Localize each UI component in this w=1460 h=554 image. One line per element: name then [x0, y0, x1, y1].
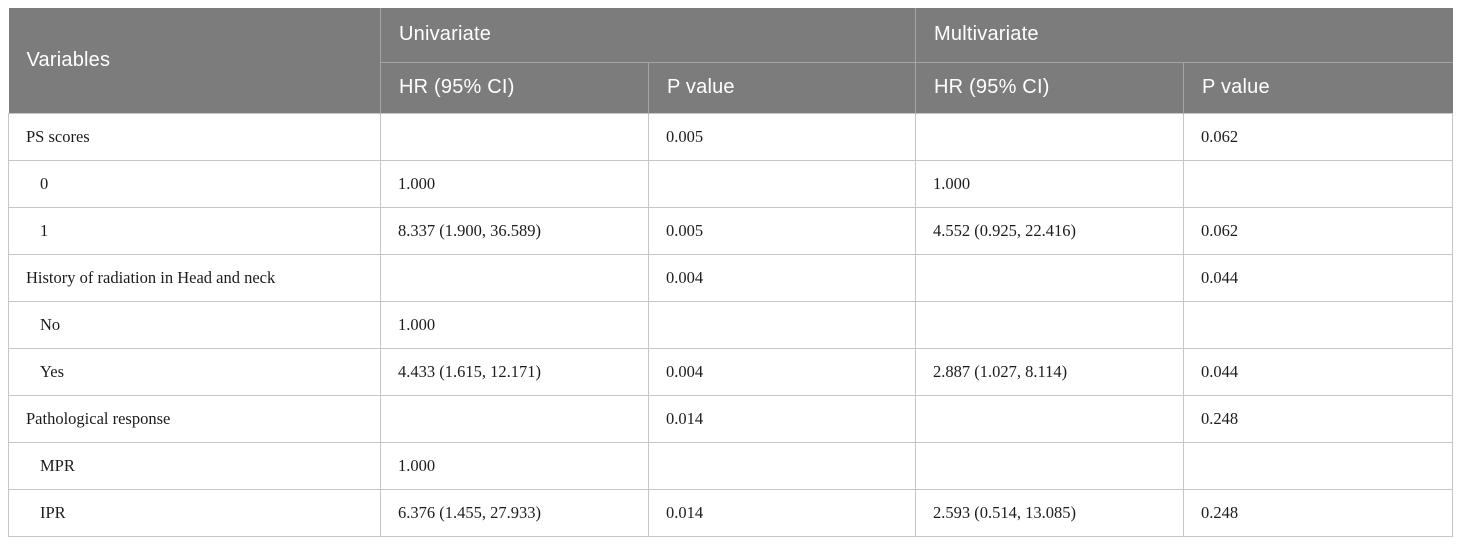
univariate-p-cell: [647, 159, 917, 208]
variable-cell: PS scores: [8, 112, 381, 161]
table-row: Pathological response 0.014 0.248: [8, 394, 1454, 443]
multivariate-hr-cell: 2.887 (1.027, 8.114): [915, 347, 1185, 396]
header-group-row: Variables Univariate Multivariate: [8, 8, 1453, 113]
table-row: PS scores 0.005 0.062: [8, 112, 1454, 161]
multivariate-hr-cell: [915, 253, 1185, 302]
multivariate-hr-cell: 1.000: [915, 159, 1185, 208]
univariate-hr-cell: 1.000: [380, 300, 649, 349]
univariate-hr-cell: 1.000: [380, 159, 649, 208]
column-header-variables: Variables: [8, 8, 381, 113]
univariate-p-cell: [647, 300, 917, 349]
variable-cell: Pathological response: [8, 394, 381, 443]
variable-cell: Yes: [8, 347, 381, 396]
univariate-hr-cell: [380, 112, 649, 161]
univariate-p-cell: 0.014: [647, 394, 917, 443]
univariate-hr-cell: 4.433 (1.615, 12.171): [380, 347, 649, 396]
multivariate-hr-cell: [915, 394, 1185, 443]
multivariate-p-cell: [1183, 441, 1454, 490]
multivariate-p-cell: [1183, 300, 1454, 349]
univariate-p-cell: 0.014: [647, 488, 917, 537]
multivariate-hr-cell: [915, 112, 1185, 161]
variable-cell: MPR: [8, 441, 381, 490]
univariate-p-cell: 0.004: [647, 253, 917, 302]
multivariate-hr-cell: 4.552 (0.925, 22.416): [915, 206, 1185, 255]
multivariate-hr-cell: [915, 300, 1185, 349]
multivariate-hr-cell: [915, 441, 1185, 490]
table-row: 1 8.337 (1.900, 36.589) 0.005 4.552 (0.925,…: [8, 206, 1454, 255]
univariate-p-cell: 0.005: [647, 112, 917, 161]
multivariate-p-cell: 0.248: [1183, 488, 1454, 537]
univariate-hr-cell: [380, 394, 649, 443]
variable-cell: 0: [8, 159, 381, 208]
univariate-p-cell: 0.004: [647, 347, 917, 396]
column-header-univariate-p: P value: [648, 62, 917, 113]
univariate-hr-cell: [380, 253, 649, 302]
table-row: No 1.000: [8, 300, 1454, 349]
multivariate-hr-cell: 2.593 (0.514, 13.085): [915, 488, 1185, 537]
univariate-p-cell: [647, 441, 917, 490]
column-header-multivariate-p: P value: [1183, 62, 1453, 113]
multivariate-p-cell: 0.044: [1183, 253, 1454, 302]
table-header: Variables Univariate Multivariate HR (95…: [8, 8, 1453, 113]
multivariate-p-cell: 0.062: [1183, 206, 1454, 255]
column-header-univariate-hr: HR (95% CI): [380, 62, 649, 113]
table-row: IPR 6.376 (1.455, 27.933) 0.014 2.593 (0.51…: [8, 488, 1454, 537]
column-group-multivariate: Multivariate: [915, 8, 1453, 63]
table-row: 0 1.000 1.000: [8, 159, 1454, 208]
column-group-univariate: Univariate: [380, 8, 917, 63]
cox-regression-table: Variables Univariate Multivariate HR (95…: [8, 8, 1454, 537]
variable-cell: IPR: [8, 488, 381, 537]
variable-cell: 1: [8, 206, 381, 255]
multivariate-p-cell: 0.044: [1183, 347, 1454, 396]
table-body: PS scores 0.005 0.062 0 1.000 1.000 1 8.337 (1.…: [8, 112, 1454, 537]
table-row: Yes 4.433 (1.615, 12.171) 0.004 2.887 (1.02…: [8, 347, 1454, 396]
univariate-p-cell: 0.005: [647, 206, 917, 255]
header-sub-row: HR (95% CI) P value HR (95% CI) P value: [9, 62, 1453, 113]
table-row: History of radiation in Head and neck 0.0…: [8, 253, 1454, 302]
multivariate-p-cell: [1183, 159, 1454, 208]
variable-cell: No: [8, 300, 381, 349]
column-header-multivariate-hr: HR (95% CI): [915, 62, 1185, 113]
univariate-hr-cell: 6.376 (1.455, 27.933): [380, 488, 649, 537]
regression-table-wrap: Variables Univariate Multivariate HR (95…: [8, 8, 1454, 537]
multivariate-p-cell: 0.062: [1183, 112, 1454, 161]
univariate-hr-cell: 1.000: [380, 441, 649, 490]
multivariate-p-cell: 0.248: [1183, 394, 1454, 443]
table-row: MPR 1.000: [8, 441, 1454, 490]
variable-cell: History of radiation in Head and neck: [8, 253, 381, 302]
univariate-hr-cell: 8.337 (1.900, 36.589): [380, 206, 649, 255]
